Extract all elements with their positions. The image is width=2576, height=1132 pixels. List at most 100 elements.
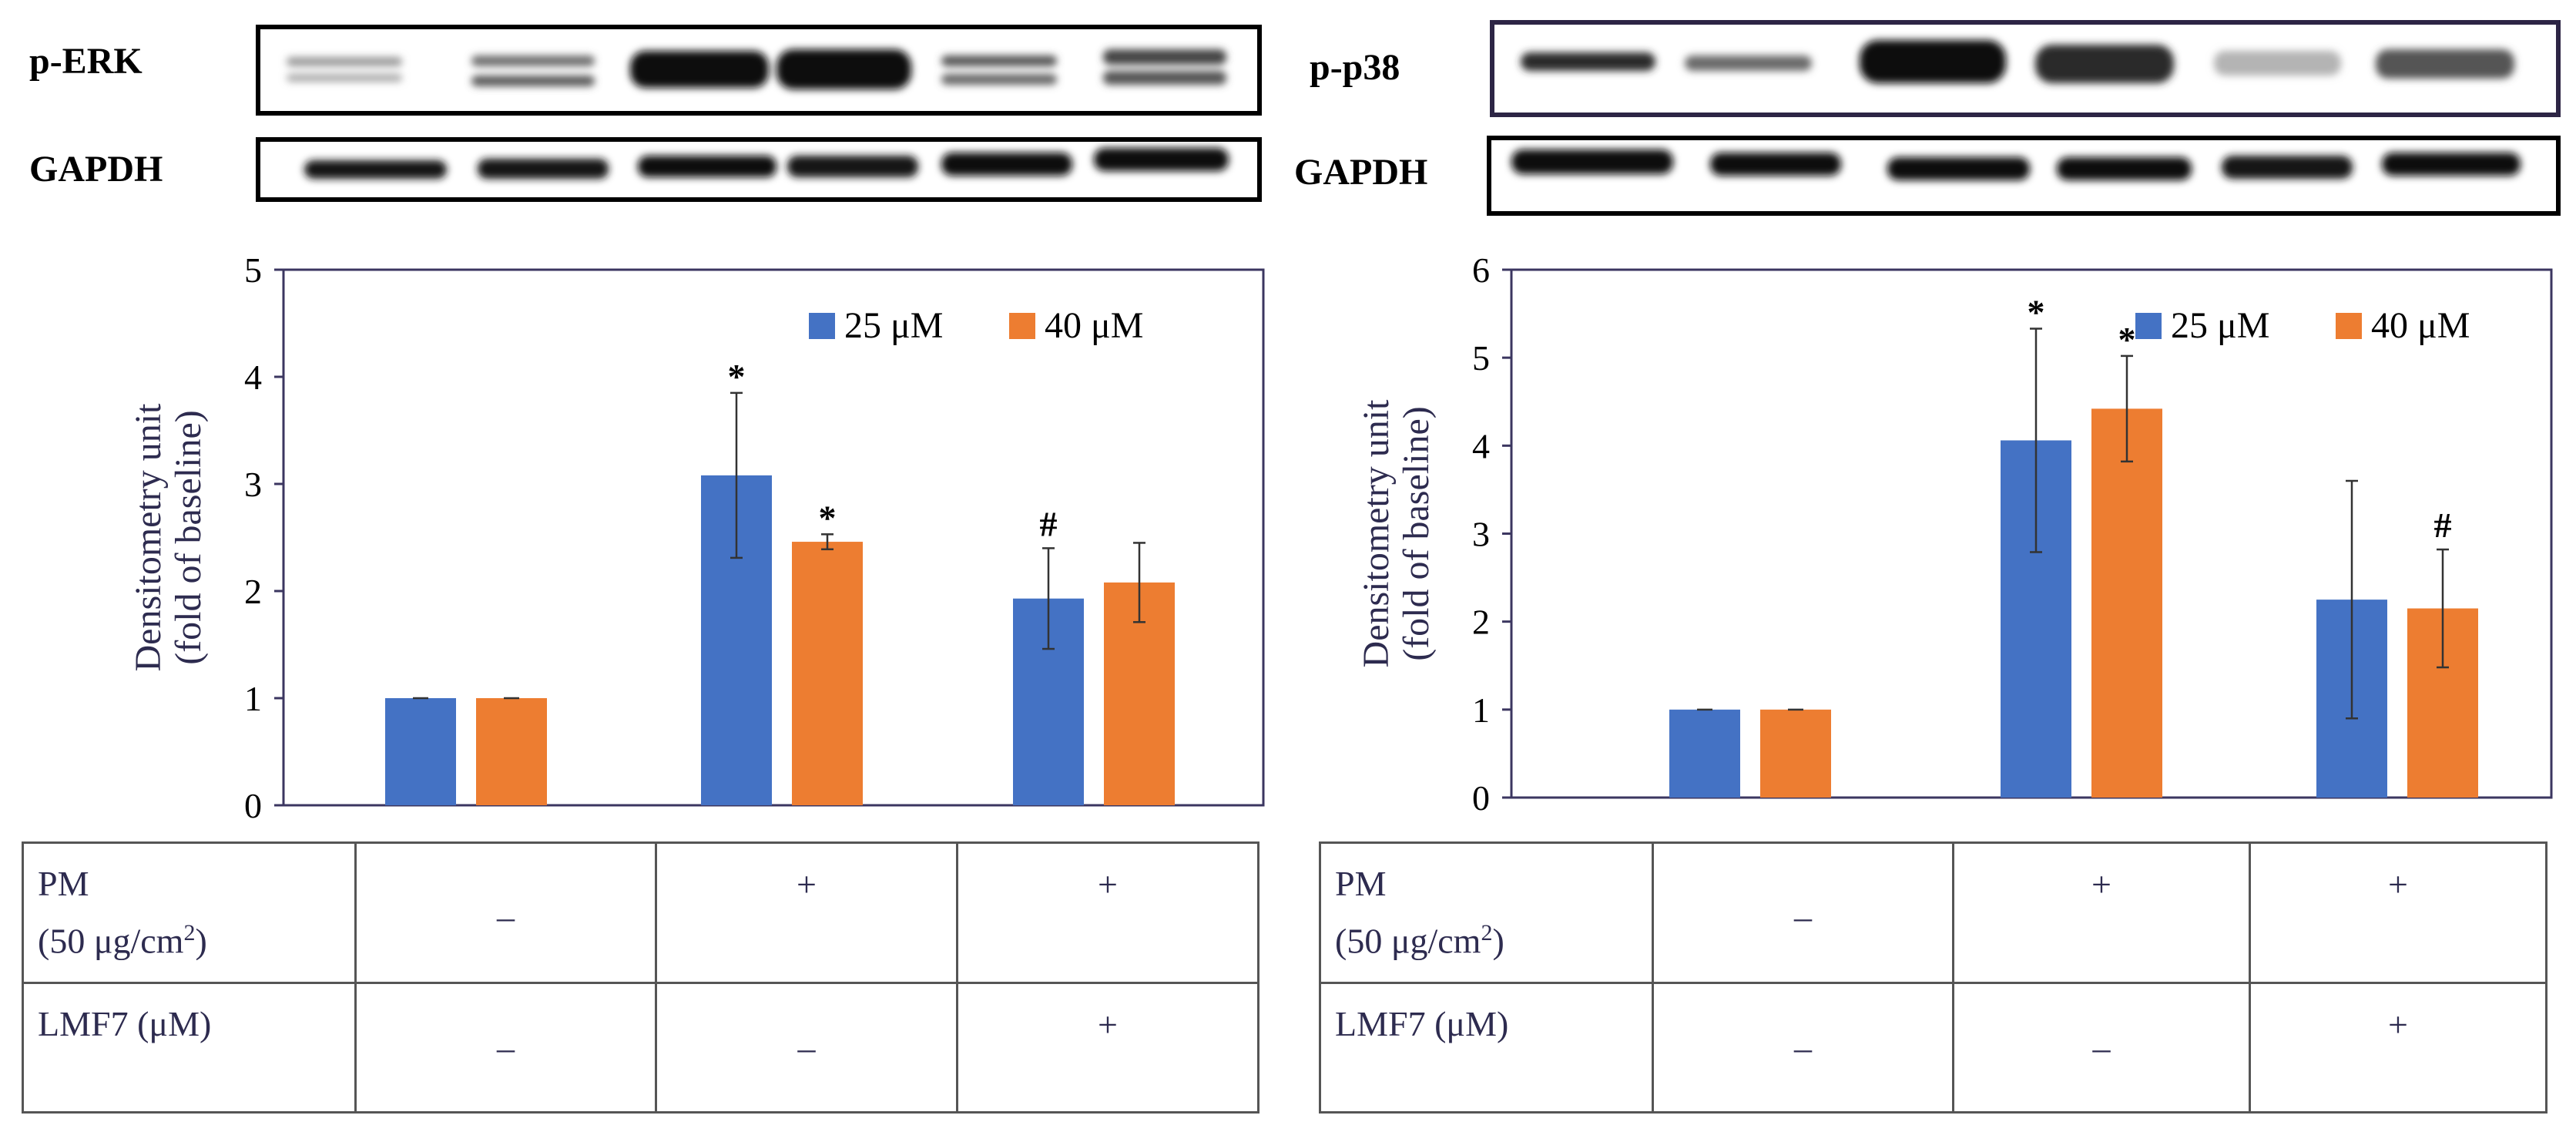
perk-bands: [287, 49, 1226, 89]
pm-value: +: [655, 841, 958, 984]
significance-marker: *: [819, 498, 837, 537]
significance-marker: #: [2434, 506, 2452, 545]
pm-unit-close: ): [1492, 921, 1504, 961]
blot-band: [1103, 71, 1226, 85]
y-axis-title: Densitometry unit: [1356, 399, 1397, 668]
blot-box-perk: [256, 25, 1262, 116]
blot-band: [941, 153, 1072, 176]
blot-band: [630, 51, 769, 88]
y-axis-title: (fold of baseline): [1396, 406, 1437, 661]
y-tick-label: 2: [1472, 603, 1490, 642]
lmf7-value: –: [655, 982, 958, 1114]
blot-band: [478, 159, 609, 179]
lmf7-row-header: LMF7 (μM): [1319, 982, 1654, 1114]
significance-marker: #: [1040, 504, 1058, 543]
blot-band: [304, 160, 447, 179]
blot-band: [2035, 45, 2174, 83]
y-tick-label: 4: [244, 358, 262, 397]
legend-label: 25 μM: [2171, 305, 2269, 346]
y-tick-label: 2: [244, 572, 262, 611]
panel-pp38: p-p38 GAPDH 0 1 2 3 4 5 6 Densitometry unit (fol…: [1288, 0, 2576, 1132]
pm-value: –: [1652, 841, 1954, 984]
lmf7-value: –: [354, 982, 657, 1114]
blot-band: [2214, 51, 2341, 76]
blot-band: [471, 55, 595, 66]
legend-label: 40 μM: [2371, 305, 2470, 346]
y-tick-label: 3: [244, 465, 262, 504]
blot-band: [1511, 149, 1673, 174]
y-axis-title: (fold of baseline): [168, 410, 209, 665]
significance-marker: *: [2118, 320, 2136, 359]
pm-unit: (50 μg/cm: [38, 921, 184, 961]
bar: [1760, 709, 1831, 798]
blot-band: [776, 49, 911, 89]
bar: [792, 542, 863, 805]
panel-perk: p-ERK GAPDH 0 1 2 3 4 5 Densit: [22, 25, 1265, 1114]
pm-row-header: PM (50 μg/cm2): [22, 841, 357, 984]
pm-unit-close: ): [195, 921, 207, 961]
bar: [2091, 408, 2162, 798]
legend-label: 25 μM: [844, 305, 943, 346]
blot-label-gapdh: GAPDH: [29, 149, 163, 190]
blot-band: [1887, 157, 2030, 180]
blot-band: [1103, 49, 1226, 65]
pm-row-header: PM (50 μg/cm2): [1319, 841, 1654, 984]
blot-band: [787, 156, 918, 177]
blot-band: [2376, 49, 2514, 79]
blot-band: [1094, 148, 1229, 171]
blot-band: [287, 74, 402, 82]
legend-swatch: [2336, 313, 2362, 339]
y-tick-label: 5: [1472, 338, 1490, 378]
legend-swatch: [809, 313, 835, 339]
blot-band: [2222, 156, 2353, 179]
pm-label: PM: [1335, 864, 1387, 903]
bar-chart-pp38: 0 1 2 3 4 5 6 Densitometry unit (fold of baselin…: [1356, 250, 2553, 818]
blot-band: [1860, 40, 2006, 83]
y-tick-label: 6: [1472, 250, 1490, 290]
blot-label-pp38: p-p38: [1310, 47, 1400, 88]
lmf7-value: +: [2249, 982, 2547, 1114]
blot-band: [941, 55, 1057, 66]
gapdh-bands-right: [1511, 149, 2521, 180]
pm-unit: (50 μg/cm: [1335, 921, 1481, 961]
pm-value: +: [2249, 841, 2547, 984]
y-tick-label: 1: [1472, 690, 1490, 730]
bar: [385, 698, 456, 805]
lmf7-value: –: [1952, 982, 2251, 1114]
bar-chart-perk: 0 1 2 3 4 5 Densitometry unit (fold of baseline…: [128, 250, 1265, 825]
gapdh-bands-left: [304, 148, 1229, 179]
y-tick-label: 0: [1472, 778, 1490, 818]
blot-band: [2057, 157, 2192, 180]
condition-table-left: PM (50 μg/cm2) – + + LMF7 (μM) – – +: [22, 841, 1259, 1114]
blot-label-gapdh: GAPDH: [1294, 152, 1428, 193]
pm-value: –: [354, 841, 657, 984]
blot-label-perk: p-ERK: [29, 41, 143, 82]
plot-area-frame: [282, 268, 1265, 807]
lmf7-value: –: [1652, 982, 1954, 1114]
blot-band: [1710, 153, 1841, 176]
blot-band: [638, 156, 776, 177]
condition-table-right: PM (50 μg/cm2) – + + LMF7 (μM) – – +: [1319, 841, 2547, 1114]
bar: [476, 698, 547, 805]
pm-unit-sup: 2: [183, 920, 196, 946]
blot-band: [2382, 153, 2521, 176]
blot-band: [287, 57, 402, 66]
y-tick-label: 5: [244, 250, 262, 290]
bar: [1669, 709, 1740, 798]
pm-label: PM: [38, 864, 89, 903]
blot-band: [941, 74, 1057, 85]
y-tick-label: 0: [244, 786, 262, 825]
y-tick-label: 1: [244, 679, 262, 718]
significance-marker: *: [2028, 292, 2045, 331]
blot-bands-right: [1511, 40, 2521, 180]
lmf7-value: +: [956, 982, 1259, 1114]
legend-swatch: [1009, 313, 1035, 339]
lmf7-row-header: LMF7 (μM): [22, 982, 357, 1114]
y-tick-label: 3: [1472, 515, 1490, 554]
legend-swatch: [2135, 313, 2162, 339]
y-tick-label: 4: [1472, 426, 1490, 465]
blot-band: [471, 76, 595, 86]
legend-label: 40 μM: [1045, 305, 1143, 346]
pm-value: +: [1952, 841, 2251, 984]
pm-value: +: [956, 841, 1259, 984]
